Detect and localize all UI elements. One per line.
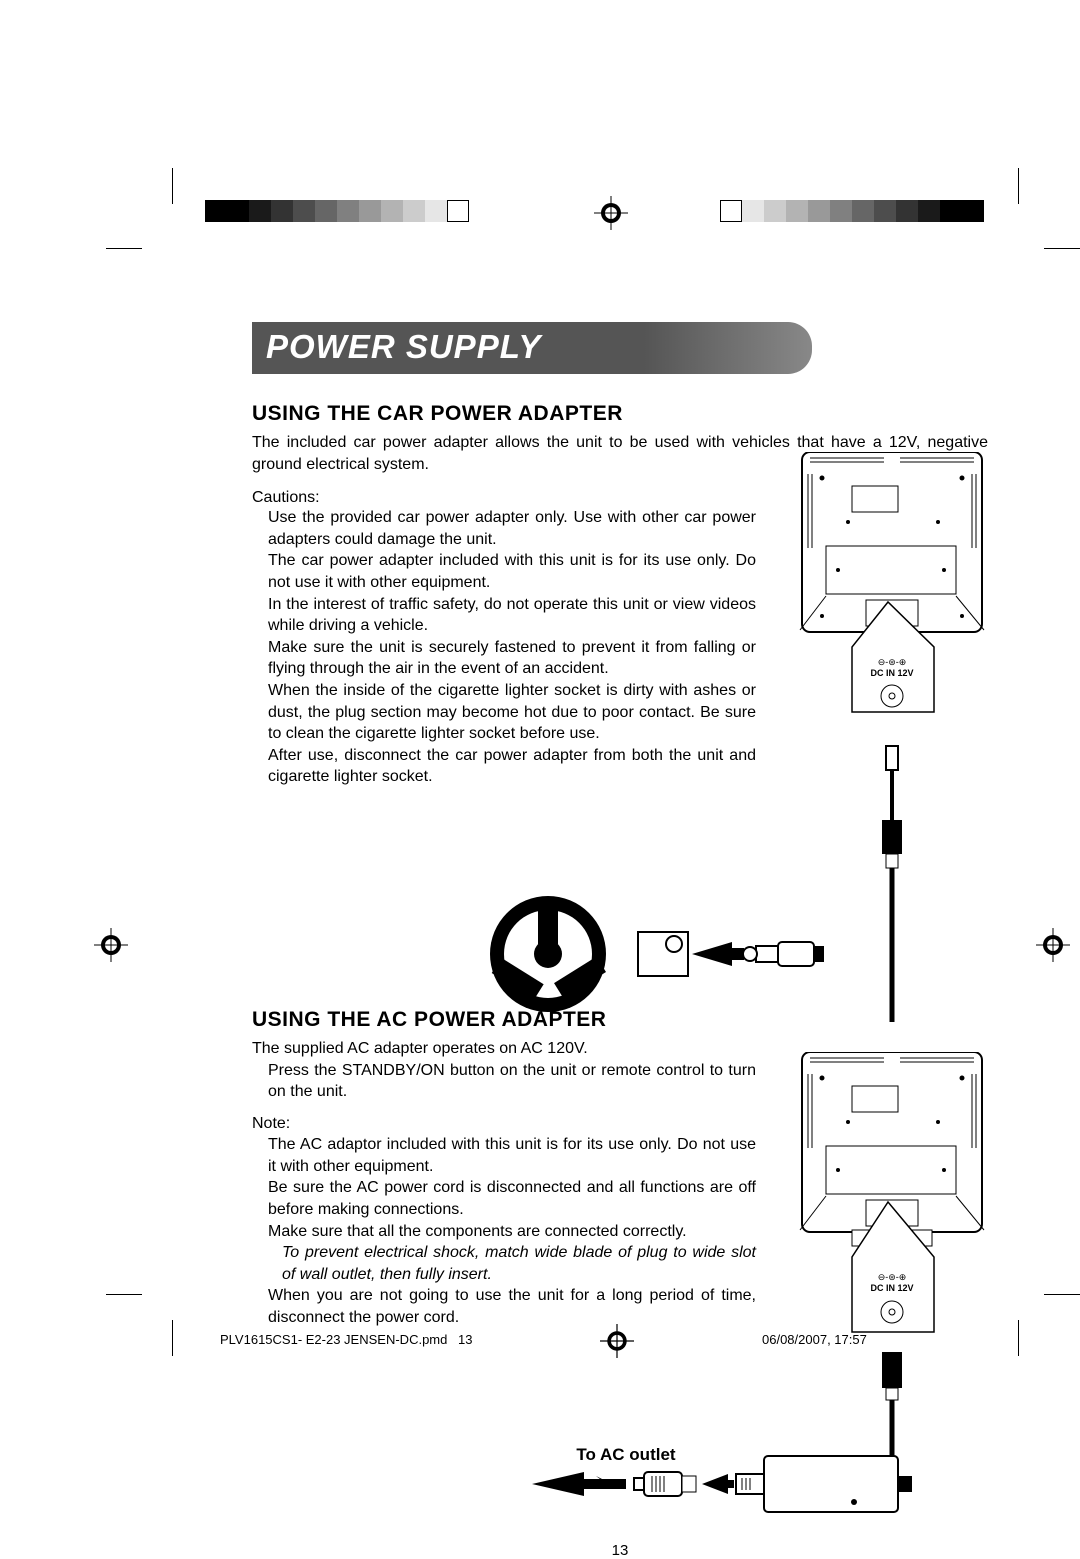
note-label: Note: [252,1113,756,1135]
registration-target-top [594,196,628,230]
svg-text:⊖-⊛-⊕: ⊖-⊛-⊕ [878,1272,907,1282]
svg-text:To AC outlet: To AC outlet [576,1445,675,1464]
diagram-ac-plug: To AC outlet [466,1442,986,1522]
cautions-list: Use the provided car power adapter only.… [252,507,756,788]
cropmark [1044,248,1080,249]
registration-target-right [1036,928,1070,962]
cropmark [1018,168,1019,204]
caution-item: The car power adapter included with this… [268,550,756,593]
caution-item: Use the provided car power adapter only.… [268,507,756,550]
caution-item: After use, disconnect the car power adap… [268,745,756,788]
registration-target-left [94,928,128,962]
cropmark [1018,1320,1019,1356]
section2-intro: The supplied AC adapter operates on AC 1… [252,1038,756,1060]
section2-body: The supplied AC adapter operates on AC 1… [252,1038,756,1329]
registration-bar-left [205,200,469,228]
caution-item: In the interest of traffic safety, do no… [268,594,756,637]
cropmark [106,1294,142,1295]
cropmark [106,248,142,249]
page-title: POWER SUPPLY [266,328,541,365]
footer-pg: 13 [458,1332,472,1347]
diagram-steering-plug [478,892,838,1022]
note-item: Be sure the AC power cord is disconnecte… [268,1177,756,1220]
footer-file: PLV1615CS1- E2-23 JENSEN-DC.pmd [220,1332,447,1347]
cropmark [1044,1294,1080,1295]
footer-date: 06/08/2007, 17:57 [762,1332,867,1347]
note-item: The AC adaptor included with this unit i… [268,1134,756,1177]
page-number: 13 [252,1542,988,1559]
page-content: POWER SUPPLY USING THE CAR POWER ADAPTER… [252,322,988,1329]
dc-in-label: ⊖-⊛-⊕ [878,657,907,667]
svg-text:DC IN 12V: DC IN 12V [870,668,913,678]
caution-item: When the inside of the cigarette lighter… [268,680,756,745]
cropmark [172,168,173,204]
section1-heading: USING THE CAR POWER ADAPTER [252,402,988,426]
note-italic: To prevent electrical shock, match wide … [268,1242,756,1285]
caution-item: Make sure the unit is securely fastened … [268,637,756,680]
section2-step: Press the STANDBY/ON button on the unit … [252,1060,756,1103]
note-item: When you are not going to use the unit f… [268,1285,756,1328]
section-title-bar: POWER SUPPLY [252,322,812,374]
svg-text:DC IN 12V: DC IN 12V [870,1283,913,1293]
cropmark [172,1320,173,1356]
registration-bar-right [720,200,984,228]
note-item: Make sure that all the components are co… [268,1221,756,1243]
